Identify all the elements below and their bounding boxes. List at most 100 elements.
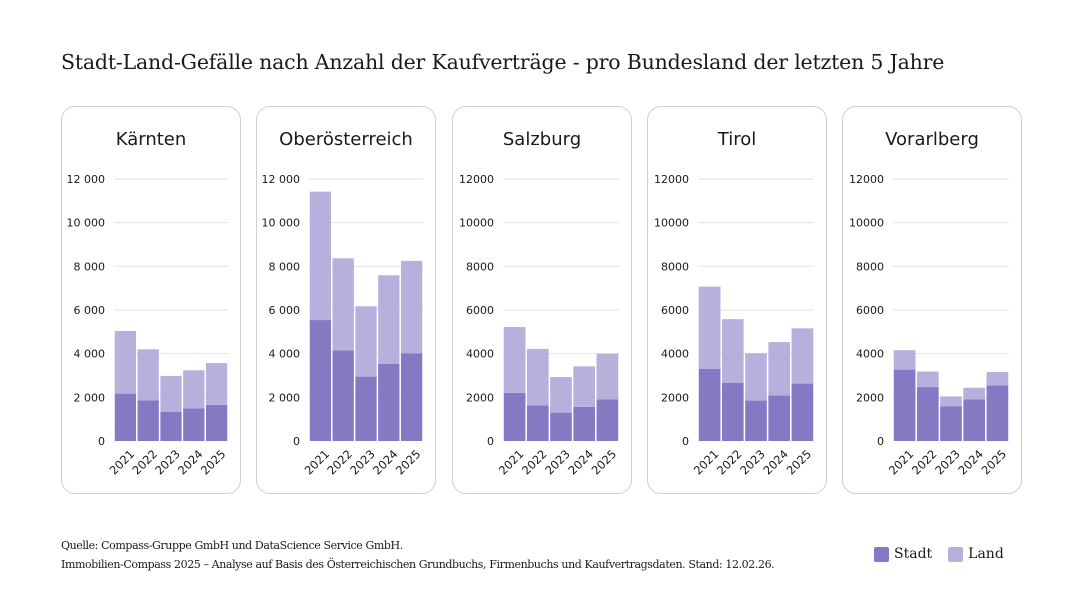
bar-land-2023 (745, 353, 767, 401)
bar-land-2025 (791, 328, 814, 384)
y-tick-label: 4 000 (269, 348, 301, 361)
bar-stadt-2022 (332, 350, 354, 441)
bar-stadt-2023 (940, 406, 962, 441)
panel-vorarlberg: Vorarlberg 0 2000 4000 6000 8000 10000 12000 20… (842, 106, 1022, 494)
x-tick-label: 2021 (107, 447, 138, 478)
bar-land-2025 (986, 372, 1009, 386)
bar-land-2024 (573, 366, 596, 407)
y-tick-label: 12 000 (262, 173, 301, 186)
bar-stadt-2021 (503, 392, 526, 441)
y-tick-label: 10000 (459, 217, 494, 230)
bar-land-2025 (596, 353, 619, 400)
y-tick-label: 10 000 (262, 217, 301, 230)
y-tick-label: 12000 (849, 173, 884, 186)
y-tick-label: 2000 (661, 391, 689, 404)
bar-stadt-2022 (721, 382, 744, 441)
bar-land-2023 (355, 306, 377, 377)
legend-label-stadt: Stadt (894, 546, 933, 562)
x-tick-label: 2023 (152, 447, 183, 478)
x-tick-label: 2023 (347, 447, 378, 478)
chart-tirol: 0200040006000800010000120002021202220232… (654, 173, 814, 478)
bar-stadt-2021 (114, 393, 137, 441)
x-tick-label: 2021 (886, 447, 917, 478)
bar-stadt-2024 (573, 406, 596, 441)
legend-label-land: Land (968, 546, 1004, 562)
bar-land-2024 (378, 275, 400, 364)
panel-oberoesterreich: Oberösterreich 0 2 000 4 000 6 000 8 000 10 0… (256, 106, 436, 494)
x-tick-label: 2025 (198, 447, 229, 478)
y-tick-label: 4000 (661, 348, 689, 361)
bar-land-2021 (698, 286, 721, 369)
legend-swatch-land (948, 546, 964, 562)
panel-tirol: Tirol 0 2000 4000 6000 8000 10000 12000 2021 202… (647, 106, 827, 494)
chart-vorarlberg: 0200040006000800010000120002021202220232… (849, 173, 1010, 478)
bar-land-2021 (309, 191, 332, 321)
y-tick-label: 8 000 (269, 260, 301, 273)
x-tick-label: 2022 (129, 447, 160, 478)
bar-land-2021 (893, 350, 916, 370)
bar-land-2022 (526, 348, 549, 406)
y-tick-label: 2 000 (269, 391, 301, 404)
y-tick-label: 2 000 (74, 391, 106, 404)
bar-land-2021 (114, 330, 137, 394)
source-note: Quelle: Compass-Gruppe GmbH und DataScie… (61, 536, 775, 574)
y-tick-label: 4 000 (74, 348, 106, 361)
bar-land-2022 (137, 349, 159, 401)
x-tick-label: 2021 (691, 447, 722, 478)
y-tick-label: 2000 (466, 391, 494, 404)
y-tick-label: 2000 (856, 391, 884, 404)
y-tick-label: 12000 (459, 173, 494, 186)
bar-stadt-2024 (183, 408, 205, 441)
x-tick-label: 2024 (175, 447, 206, 478)
x-tick-label: 2022 (324, 447, 355, 478)
panel-title: Oberösterreich (279, 129, 413, 150)
y-tick-label: 4000 (856, 348, 884, 361)
bar-stadt-2024 (768, 395, 791, 441)
y-tick-label: 12000 (654, 173, 689, 186)
x-tick-label: 2023 (932, 447, 963, 478)
panel-title: Kärnten (115, 129, 187, 150)
x-tick-label: 2023 (737, 447, 768, 478)
bar-land-2023 (550, 377, 572, 413)
bar-land-2022 (916, 371, 939, 388)
bar-land-2025 (205, 363, 228, 405)
bar-stadt-2025 (596, 399, 619, 441)
y-tick-label: 0 (487, 435, 494, 448)
bar-land-2025 (400, 260, 423, 354)
bar-stadt-2021 (309, 320, 332, 441)
bar-stadt-2023 (355, 376, 377, 441)
x-tick-label: 2024 (370, 447, 401, 478)
y-tick-label: 0 (98, 435, 105, 448)
x-tick-label: 2025 (979, 447, 1010, 478)
legend: Stadt Land (874, 546, 1020, 562)
x-tick-label: 2024 (565, 447, 596, 478)
y-tick-label: 6 000 (74, 304, 106, 317)
chart-title: Stadt-Land-Gefälle nach Anzahl der Kaufv… (61, 50, 945, 74)
bar-land-2022 (721, 319, 744, 383)
x-tick-label: 2022 (714, 447, 745, 478)
legend-item-land: Land (948, 546, 1004, 562)
bar-stadt-2022 (916, 387, 939, 441)
y-tick-label: 8000 (466, 260, 494, 273)
x-tick-label: 2021 (496, 447, 527, 478)
panel-kaernten: Kärnten 0 2 000 4 000 6 000 8 000 10 000 12 00… (61, 106, 241, 494)
bar-stadt-2021 (698, 368, 721, 441)
y-tick-label: 0 (682, 435, 689, 448)
y-tick-label: 8000 (661, 260, 689, 273)
x-tick-label: 2022 (519, 447, 550, 478)
y-tick-label: 0 (877, 435, 884, 448)
bar-land-2022 (332, 258, 354, 351)
y-tick-label: 8 000 (74, 260, 106, 273)
bar-stadt-2025 (400, 353, 423, 441)
x-tick-label: 2022 (909, 447, 940, 478)
chart-salzburg: 0200040006000800010000120002021202220232… (459, 173, 619, 478)
y-tick-label: 0 (293, 435, 300, 448)
bar-land-2024 (963, 387, 986, 400)
bar-land-2023 (940, 396, 962, 407)
bar-stadt-2021 (893, 369, 916, 441)
y-tick-label: 6000 (856, 304, 884, 317)
y-tick-label: 10 000 (67, 217, 106, 230)
y-tick-label: 6 000 (269, 304, 301, 317)
